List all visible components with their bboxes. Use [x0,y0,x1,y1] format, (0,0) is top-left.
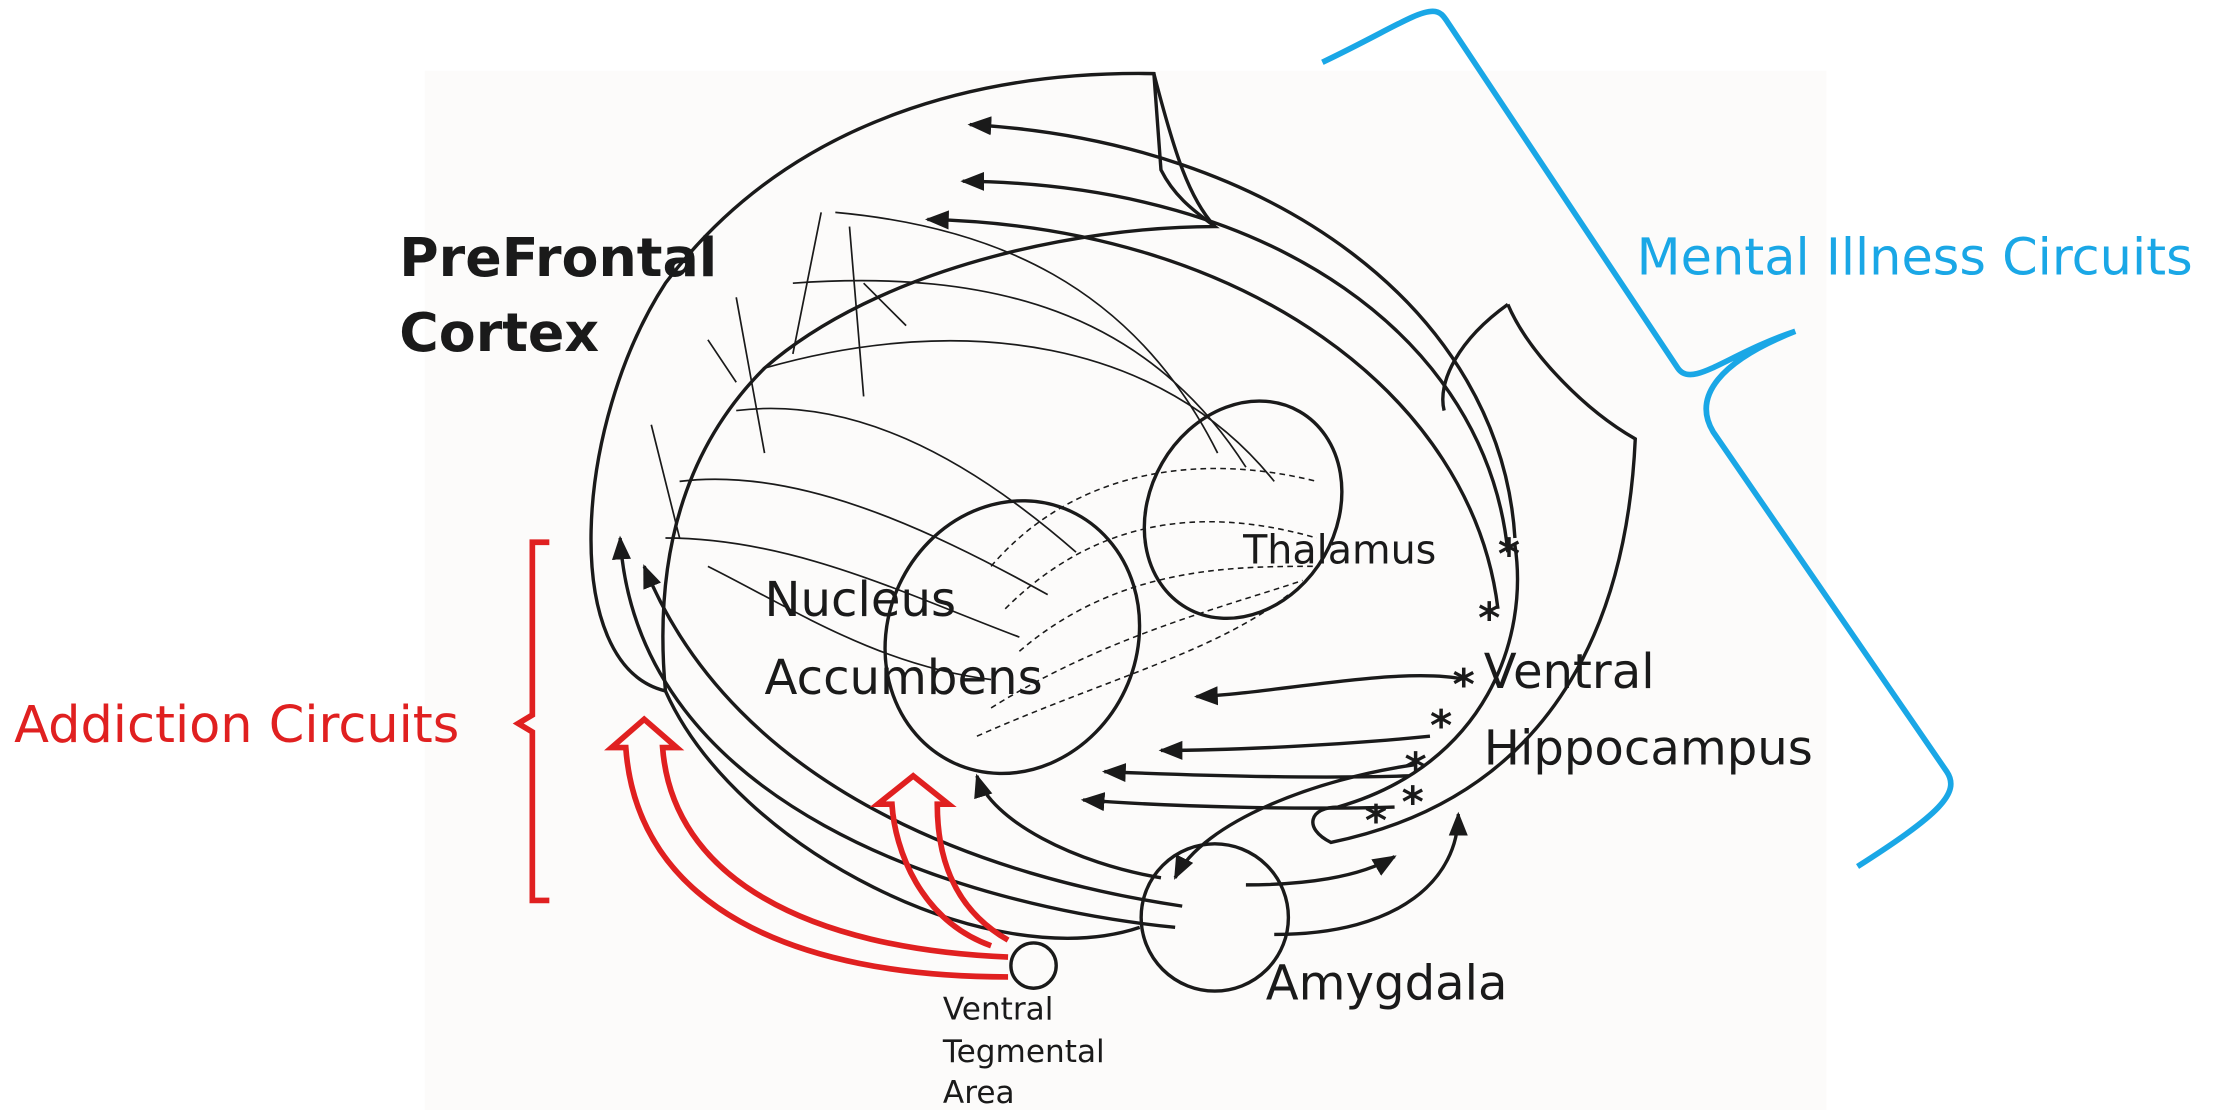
svg-text:*: * [1453,661,1475,710]
region-label: PreFrontal [399,226,717,289]
diagram: *** **** PreFrontal Cortex Nucleus Accum… [0,0,2220,1110]
region-label: Area [943,1075,1015,1110]
region-label: Nucleus [765,572,957,628]
region-label: Amygdala [1266,956,1508,1012]
svg-text:*: * [1478,595,1500,644]
circuit-label: Mental Illness Circuits [1637,229,2193,288]
region-label: Hippocampus [1484,721,1813,777]
region-label: Accumbens [765,650,1043,706]
region-label: Ventral [943,991,1053,1027]
svg-text:*: * [1498,531,1520,580]
page: {"regions": { "prefrontal_cortex": ["Pre… [0,0,2220,1110]
svg-text:*: * [1402,779,1424,828]
region-label: Ventral [1484,644,1655,700]
svg-text:*: * [1365,797,1387,846]
region-label: Tegmental [942,1034,1105,1070]
region-label: Cortex [399,301,599,364]
circuit-label: Addiction Circuits [14,696,459,755]
region-label: Thalamus [1242,527,1436,573]
svg-text:*: * [1430,702,1452,751]
